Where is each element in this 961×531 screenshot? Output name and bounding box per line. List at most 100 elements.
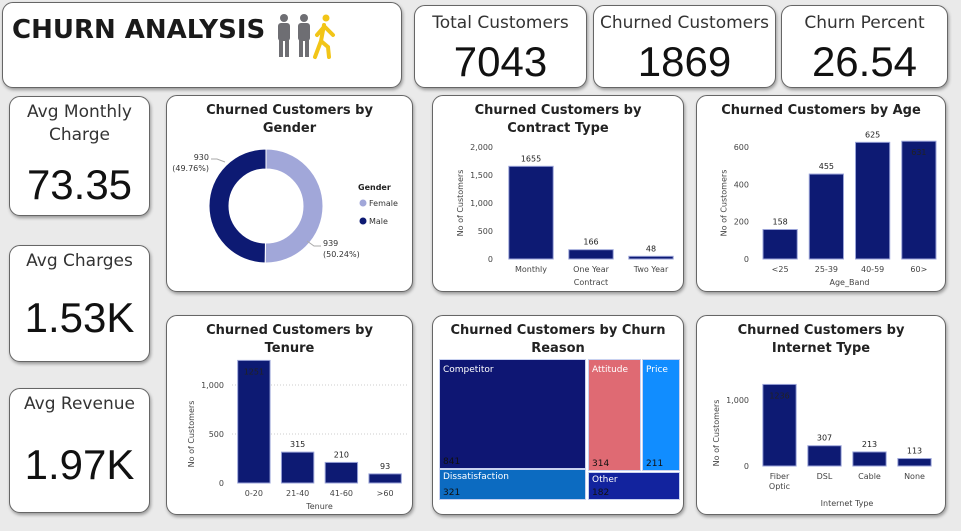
x-tick-label: Monthly — [515, 265, 547, 274]
kpi-churned-customers: Churned Customers 1869 — [593, 5, 776, 88]
data-label: 93 — [380, 462, 390, 471]
y-axis-label: No of Customers — [187, 401, 196, 468]
kpi-avg-revenue: Avg Revenue 1.97K — [9, 388, 150, 513]
data-label: 455 — [819, 162, 834, 171]
bar — [628, 255, 674, 260]
bar — [855, 141, 891, 260]
data-label: 48 — [646, 244, 656, 253]
bar — [807, 445, 842, 467]
bar — [280, 451, 315, 484]
y-tick-label: 1,000 — [726, 396, 749, 405]
x-tick-label: <25 — [772, 265, 789, 274]
leader-line — [211, 158, 226, 163]
y-tick-label: 0 — [744, 462, 749, 471]
legend-item: Male — [369, 217, 388, 226]
chart-title: Churned Customers by Age — [721, 103, 921, 118]
bar — [762, 383, 797, 467]
gender-chart: Churned Customers by Gender 939 (50.24%) 9… — [166, 95, 413, 292]
x-tick-label: Fiber — [770, 472, 790, 481]
tile-value: 314 — [592, 459, 610, 469]
contract-chart: Churned Customers by Contract Type 0 500 1… — [432, 95, 684, 292]
kpi-value: 1.53K — [24, 294, 135, 341]
bar — [762, 229, 798, 260]
treemap-tile-price[interactable]: Price 211 — [642, 359, 680, 471]
age-chart: Churned Customers by Age 0 200 400 600 No of… — [696, 95, 946, 292]
x-tick-label: 25-39 — [815, 265, 838, 274]
bar — [897, 458, 932, 467]
legend-title: Gender — [358, 183, 391, 192]
x-tick-label: 41-60 — [330, 489, 353, 498]
treemap-tile-other[interactable]: Other 182 — [588, 472, 680, 500]
kpi-label: Avg Monthly Charge — [27, 102, 132, 145]
kpi-value: 26.54 — [811, 38, 918, 85]
x-axis-label: Internet Type — [821, 499, 874, 508]
x-tick-label: >60 — [377, 489, 394, 498]
bar — [237, 359, 271, 484]
x-axis-label: Tenure — [305, 502, 333, 511]
kpi-label: Total Customers — [432, 13, 569, 33]
kpi-value: 7043 — [453, 38, 548, 85]
legend-item: Female — [369, 199, 398, 208]
legend-marker — [359, 199, 367, 207]
chart-title: Churned Customers by Gender — [206, 103, 373, 136]
kpi-value: 73.35 — [26, 161, 133, 208]
donut-slice-male — [208, 148, 267, 264]
y-axis-label: No of Customers — [456, 170, 465, 237]
x-tick-label: One Year — [573, 265, 609, 274]
legend-marker — [359, 217, 367, 225]
y-tick-label: 2,000 — [470, 143, 493, 152]
tile-value: 321 — [443, 488, 461, 498]
y-tick-label: 1,500 — [470, 171, 493, 180]
data-label: (49.76%) — [172, 164, 209, 173]
data-label: 1251 — [244, 367, 264, 376]
kpi-value: 1.97K — [24, 441, 135, 488]
data-label: 1655 — [521, 154, 541, 163]
treemap-tile-competitor[interactable]: Competitor 841 — [439, 359, 586, 469]
y-tick-label: 0 — [488, 255, 493, 264]
tile-label: Attitude — [592, 365, 629, 375]
bar — [852, 451, 887, 467]
kpi-churn-percent: Churn Percent 26.54 — [781, 5, 948, 88]
kpi-total-customers: Total Customers 7043 — [414, 5, 587, 88]
kpi-avg-monthly-charge: Avg Monthly Charge 73.35 — [9, 96, 150, 216]
x-axis-label: Age_Band — [829, 278, 869, 287]
data-label: 213 — [862, 440, 877, 449]
tile-label: Dissatisfaction — [443, 472, 509, 482]
chart-title: Churned Customers by Churn Reason — [450, 323, 666, 356]
y-tick-label: 1,000 — [201, 381, 224, 390]
bar — [568, 249, 614, 260]
data-label: 166 — [583, 238, 598, 247]
x-tick-label: Cable — [858, 472, 881, 481]
data-label: 1236 — [769, 391, 789, 400]
data-label: 625 — [865, 130, 880, 139]
tile-label: Other — [592, 475, 618, 485]
treemap-tile-dissatisfaction[interactable]: Dissatisfaction 321 — [439, 469, 586, 500]
bar — [368, 473, 402, 484]
x-tick-label: 40-59 — [861, 265, 884, 274]
treemap-tile-attitude[interactable]: Attitude 314 — [588, 359, 641, 471]
kpi-value: 1869 — [637, 38, 732, 85]
kpi-label: Avg Charges — [26, 251, 133, 271]
kpi-label: Churned Customers — [600, 13, 769, 33]
data-label: (50.24%) — [323, 250, 360, 259]
tile-value: 211 — [646, 459, 664, 469]
y-tick-label: 0 — [219, 479, 224, 488]
x-tick-label: 0-20 — [245, 489, 263, 498]
bar — [508, 165, 554, 260]
tile-value: 182 — [592, 488, 610, 498]
bar — [901, 140, 937, 260]
data-label: 210 — [334, 450, 349, 459]
donut-slice-female — [264, 148, 324, 264]
data-label: 315 — [290, 440, 305, 449]
data-label: 113 — [907, 447, 922, 456]
y-tick-label: 400 — [734, 180, 749, 189]
x-axis-label: Contract — [574, 278, 608, 287]
chart-title: Churned Customers by Internet Type — [737, 323, 905, 356]
data-label: 158 — [772, 218, 787, 227]
y-tick-label: 0 — [744, 255, 749, 264]
x-tick-label: None — [904, 472, 925, 481]
y-axis-label: No of Customers — [720, 170, 729, 237]
leader-line — [306, 240, 321, 247]
bar — [808, 173, 844, 260]
y-axis-label: No of Customers — [712, 400, 721, 467]
